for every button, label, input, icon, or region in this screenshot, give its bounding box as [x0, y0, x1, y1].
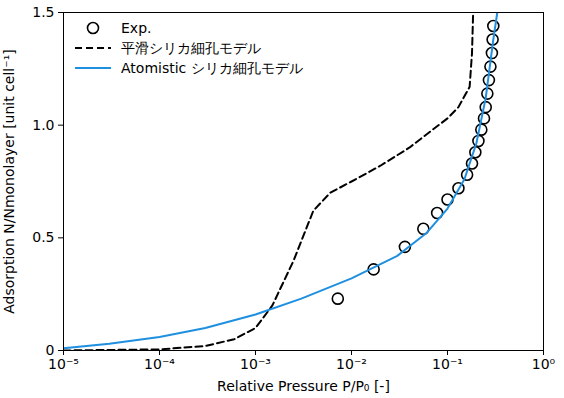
html-text:Exp.: Exp. [121, 20, 152, 36]
svg-text:0: 0 [45, 342, 55, 358]
svg-text:Adsorption N/Nmonolayer [unit: Adsorption N/Nmonolayer [unit cell⁻¹] [1, 49, 17, 313]
html-text:平滑シリカ細孔モデル: 平滑シリカ細孔モデル [121, 40, 261, 56]
svg-text:10⁻¹: 10⁻¹ [432, 356, 463, 372]
svg-text:Relative Pressure P/P₀ [-]: Relative Pressure P/P₀ [-] [217, 378, 390, 394]
svg-text:10⁻⁵: 10⁻⁵ [48, 356, 79, 372]
html-text:Atomistic シリカ細孔モデル: Atomistic シリカ細孔モデル [121, 60, 303, 76]
svg-text:1.0: 1.0 [32, 117, 54, 133]
svg-text:10⁻⁴: 10⁻⁴ [144, 356, 175, 372]
svg-text:1.5: 1.5 [32, 4, 54, 20]
svg-text:10⁻³: 10⁻³ [240, 356, 271, 372]
svg-text:10⁰: 10⁰ [532, 356, 556, 372]
svg-text:0.5: 0.5 [32, 229, 54, 245]
svg-text:10⁻²: 10⁻² [336, 356, 367, 372]
